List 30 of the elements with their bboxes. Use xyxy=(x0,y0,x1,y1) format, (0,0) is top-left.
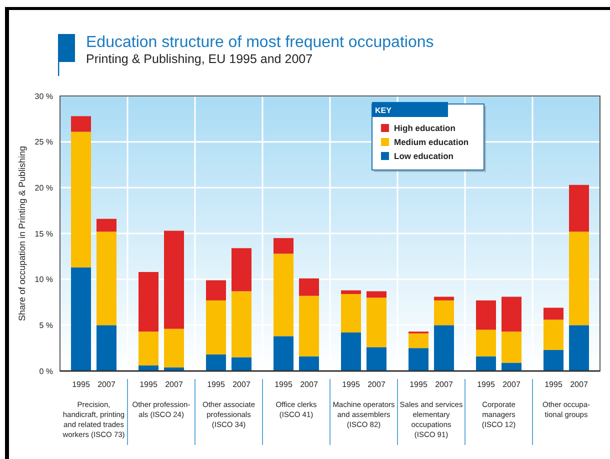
x-tick-label: 1995 xyxy=(544,380,563,389)
legend-label: High education xyxy=(394,123,456,133)
y-tick-label: 0 % xyxy=(39,366,53,376)
x-tick-label: 2007 xyxy=(98,380,116,389)
chart-subtitle: Printing & Publishing, EU 1995 and 2007 xyxy=(86,52,313,66)
chart-title: Education structure of most frequent occupations xyxy=(86,34,434,51)
legend-label: Low education xyxy=(394,151,454,161)
x-tick-label: 1995 xyxy=(410,380,428,389)
x-tick-label: 1995 xyxy=(477,380,496,389)
x-tick-label: 1995 xyxy=(140,380,158,389)
x-tick-label: 2007 xyxy=(435,380,454,389)
x-tick-label: 2007 xyxy=(570,380,588,389)
y-tick-label: 5 % xyxy=(39,320,53,330)
x-tick-label: 2007 xyxy=(368,380,386,389)
x-tick-label: 1995 xyxy=(342,380,360,389)
x-tick-label: 2007 xyxy=(502,380,521,389)
y-tick-label: 10 % xyxy=(34,275,53,284)
x-tick-label: 1995 xyxy=(72,380,90,389)
y-tick-label: 15 % xyxy=(34,229,53,238)
x-tick-label: 2007 xyxy=(165,380,184,389)
x-tick-label: 2007 xyxy=(300,380,318,389)
y-axis-title: Share of occupation in Printing & Publishing xyxy=(17,146,27,322)
legend-title: KEY xyxy=(375,106,392,115)
x-tick-label: 1995 xyxy=(274,380,293,389)
y-tick-label: 20 % xyxy=(34,183,53,192)
legend-label: Medium education xyxy=(394,137,469,147)
x-tick-label: 2007 xyxy=(232,380,251,389)
y-tick-label: 30 % xyxy=(34,92,53,101)
y-tick-label: 25 % xyxy=(34,138,53,147)
x-tick-label: 1995 xyxy=(207,380,226,389)
